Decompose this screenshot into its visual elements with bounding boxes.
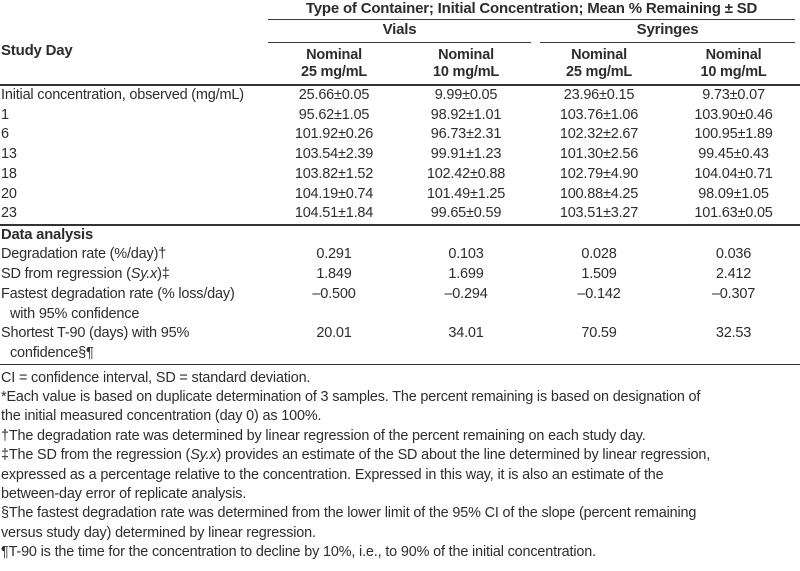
- table-row: 23 104.51±1.84 99.65±0.59 103.51±3.27 10…: [0, 204, 800, 226]
- data-cell: 103.82±1.52: [294, 165, 374, 182]
- table-row: 18 103.82±1.52 102.42±0.88 102.79±4.90 1…: [0, 165, 800, 185]
- footnotes: CI = confidence interval, SD = standard …: [0, 365, 800, 563]
- column-header-nominal: Nominal: [705, 47, 762, 63]
- data-cell: 34.01: [401, 324, 531, 365]
- data-cell: –0.294: [444, 285, 488, 302]
- table-row: Initial concentration, observed (mg/mL) …: [0, 85, 800, 106]
- column-header-nominal: Nominal: [306, 47, 362, 63]
- table-row: 6 101.92±0.26 96.73±2.31 102.32±2.67 100…: [0, 125, 800, 145]
- table-row: 1 95.62±1.05 98.92±1.01 103.76±1.06 103.…: [0, 106, 800, 126]
- data-cell: 99.45±0.43: [698, 146, 769, 163]
- row-label: Shortest T-90 (days) with 95% confidence…: [0, 324, 267, 365]
- data-cell: 101.49±1.25: [426, 185, 506, 202]
- data-cell: 101.92±0.26: [294, 126, 374, 143]
- data-cell: 98.92±1.01: [430, 106, 502, 123]
- footnote-line: §The fastest degradation rate was determ…: [1, 505, 697, 522]
- data-cell: 102.79±4.90: [559, 165, 639, 182]
- row-label-line2: confidence§¶: [10, 344, 94, 361]
- data-cell: 0.291: [316, 246, 352, 263]
- row-label: 18: [1, 165, 17, 182]
- section-header-row: Data analysis: [0, 225, 800, 246]
- data-cell: 96.73±2.31: [430, 126, 502, 143]
- data-cell: 103.51±3.27: [531, 204, 667, 226]
- stability-data-table: Study Day Type of Container; Initial Con…: [0, 0, 800, 365]
- data-cell: 104.19±0.74: [294, 185, 374, 202]
- column-header-concentration: 10 mg/mL: [667, 64, 800, 86]
- table-top-header: Type of Container; Initial Concentration…: [267, 0, 800, 20]
- data-cell: 9.73±0.07: [702, 87, 765, 103]
- data-cell: 103.54±2.39: [294, 146, 374, 163]
- column-header-concentration: 25 mg/mL: [267, 64, 401, 86]
- analysis-row: Shortest T-90 (days) with 95% confidence…: [0, 324, 800, 365]
- data-cell: 1.699: [448, 266, 484, 283]
- data-cell: 100.95±1.89: [694, 126, 773, 143]
- footnote-line: CI = confidence interval, SD = standard …: [1, 369, 311, 386]
- column-header-concentration: 25 mg/mL: [531, 64, 667, 86]
- data-cell: 99.65±0.59: [401, 204, 531, 226]
- data-cell: 25.66±0.05: [298, 87, 370, 103]
- row-header-study-day: Study Day: [0, 0, 267, 86]
- row-label: 13: [1, 146, 17, 163]
- group-label-syringes: Syringes: [540, 20, 796, 43]
- data-cell: 104.04±0.71: [694, 165, 773, 182]
- footnote-line: the initial measured concentration (day …: [1, 408, 322, 425]
- data-cell: 0.036: [715, 246, 752, 263]
- table-row: 20 104.19±0.74 101.49±1.25 100.88±4.25 9…: [0, 185, 800, 205]
- data-cell: 102.42±0.88: [426, 165, 506, 182]
- footnote-line: expressed as a percentage relative to th…: [1, 466, 664, 483]
- data-cell: 0.103: [448, 246, 484, 263]
- data-cell: 95.62±1.05: [298, 106, 370, 123]
- data-cell: 101.63±0.05: [667, 204, 800, 226]
- data-cell: 102.32±2.67: [559, 126, 639, 143]
- row-label: Fastest degradation rate (% loss/day) wi…: [0, 285, 267, 324]
- data-cell: 1.509: [581, 266, 617, 283]
- footnote-line: *Each value is based on duplicate determ…: [1, 389, 701, 406]
- analysis-row: SD from regression (Sy.x)‡ 1.849 1.699 1…: [0, 265, 800, 285]
- column-header-nominal: Nominal: [438, 47, 494, 63]
- data-cell: 23.96±0.15: [563, 87, 635, 103]
- footnote-line: †The degradation rate was determined by …: [1, 427, 646, 444]
- group-header-syringes: Syringes: [531, 20, 800, 43]
- data-cell: 70.59: [531, 324, 667, 365]
- data-cell: 98.09±1.05: [698, 185, 769, 202]
- data-cell: 32.53: [667, 324, 800, 365]
- column-header-concentration: 10 mg/mL: [401, 64, 531, 86]
- data-cell: 103.76±1.06: [559, 106, 639, 123]
- row-label: Initial concentration, observed (mg/mL): [1, 87, 244, 103]
- data-cell: 9.99±0.05: [434, 87, 498, 103]
- column-header-nominal: Nominal: [571, 47, 627, 63]
- data-cell: –0.500: [312, 285, 356, 302]
- row-label: 6: [1, 126, 9, 143]
- group-label-vials: Vials: [268, 20, 531, 43]
- data-cell: –0.142: [577, 285, 621, 302]
- data-cell: 1.849: [316, 266, 352, 283]
- data-cell: 99.91±1.23: [430, 146, 502, 163]
- footnote-line: ¶T-90 is the time for the concentration …: [1, 544, 596, 561]
- group-header-vials: Vials: [267, 20, 531, 43]
- data-cell: 103.90±0.46: [694, 106, 773, 123]
- analysis-row: Fastest degradation rate (% loss/day) wi…: [0, 285, 800, 324]
- row-label: 23: [0, 204, 267, 226]
- data-cell: 101.30±2.56: [559, 146, 639, 163]
- row-label: 1: [1, 106, 9, 123]
- top-header-text: Type of Container; Initial Concentration…: [268, 0, 796, 20]
- section-header-data-analysis: Data analysis: [1, 226, 93, 243]
- footnote-line: between-day error of replicate analysis.: [1, 486, 247, 503]
- analysis-row: Degradation rate (%/day)† 0.291 0.103 0.…: [0, 245, 800, 265]
- row-label: 20: [1, 185, 17, 202]
- data-cell: –0.307: [711, 285, 756, 302]
- data-cell: 20.01: [267, 324, 401, 365]
- table-row: 13 103.54±2.39 99.91±1.23 101.30±2.56 99…: [0, 145, 800, 165]
- row-label: SD from regression (Sy.x)‡: [1, 266, 170, 283]
- data-cell: 0.028: [581, 246, 617, 263]
- data-cell: 104.51±1.84: [267, 204, 401, 226]
- row-label-line2: with 95% confidence: [10, 305, 140, 322]
- row-label: Degradation rate (%/day)†: [1, 246, 167, 263]
- data-cell: 100.88±4.25: [559, 185, 639, 202]
- data-cell: 2.412: [715, 266, 752, 283]
- footnote-line: ‡The SD from the regression (Sy.x) provi…: [1, 447, 711, 464]
- footnote-line: versus study day) determined by linear r…: [1, 524, 316, 541]
